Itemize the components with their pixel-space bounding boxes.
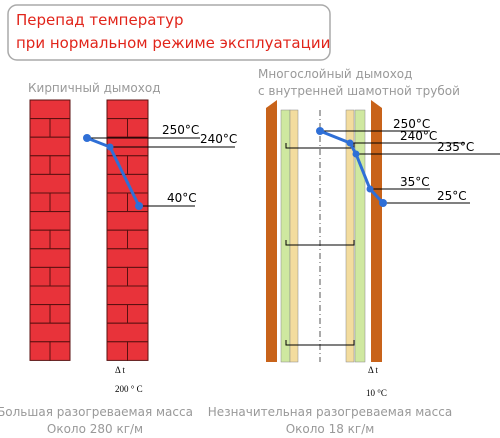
right-caption: Незначительная разогреваемая масса: [208, 405, 452, 419]
temperature-label: 235°C: [437, 140, 474, 154]
brick: [127, 118, 149, 138]
brick: [106, 266, 128, 287]
brick: [49, 155, 71, 175]
brick: [29, 173, 71, 194]
brick: [106, 211, 149, 231]
left-caption: Около 280 кг/м: [47, 422, 143, 436]
brick: [49, 266, 71, 287]
brick: [49, 229, 71, 250]
brick: [106, 192, 128, 213]
multilayer-chimney: [266, 100, 382, 363]
brick: [29, 304, 51, 324]
brick: [29, 118, 51, 138]
brick: [29, 285, 71, 306]
delta-symbol: Δ t: [115, 365, 126, 375]
left-label: Кирпичный дымоход: [28, 81, 161, 95]
brick: [49, 118, 71, 138]
title-box: [7, 4, 331, 61]
brick: [29, 248, 71, 268]
brick: [29, 136, 71, 157]
brick: [106, 248, 149, 268]
brick: [106, 118, 128, 138]
left-caption: Большая разогреваемая масса: [0, 405, 193, 419]
right-caption: Около 18 кг/м: [286, 422, 375, 436]
title: при нормальном режиме эксплуатации: [16, 34, 330, 52]
brick: [127, 266, 149, 287]
brick: [106, 99, 149, 120]
delta-value: 10 °C: [366, 388, 387, 398]
right-label: Многослойный дымоход: [258, 67, 412, 81]
temperature-label: 35°C: [400, 175, 430, 189]
brick: [29, 322, 71, 343]
brick: [106, 304, 128, 324]
brick: [49, 341, 71, 361]
temperature-label: 250°C: [162, 123, 199, 137]
temperature-label: 250°C: [393, 117, 430, 131]
right-points: [316, 127, 387, 207]
brick: [29, 99, 71, 120]
right-leader-lines: [320, 130, 500, 204]
brick: [106, 229, 128, 250]
brick: [106, 285, 149, 306]
brick: [29, 229, 51, 250]
brick: [49, 304, 71, 324]
brick: [29, 192, 51, 213]
brick: [127, 155, 149, 175]
temperature-label: 25°C: [437, 189, 467, 203]
brick: [127, 229, 149, 250]
brick: [29, 211, 71, 231]
delta-symbol: Δ t: [368, 365, 379, 375]
delta-value: 200 ° C: [115, 384, 143, 394]
temperature-label: 240°C: [400, 129, 437, 143]
left-leader-lines: [87, 137, 235, 207]
brick: [29, 266, 51, 287]
brick: [29, 341, 51, 361]
brick: [29, 155, 51, 175]
brick: [106, 341, 128, 361]
left-points: [83, 134, 143, 210]
brick: [127, 341, 149, 361]
brick: [49, 192, 71, 213]
right-label: с внутренней шамотной трубой: [258, 84, 460, 98]
brick: [106, 322, 149, 343]
brick: [127, 304, 149, 324]
temperature-label: 40°C: [167, 191, 197, 205]
title: Перепад температур: [16, 11, 184, 29]
temperature-label: 240°C: [200, 132, 237, 146]
